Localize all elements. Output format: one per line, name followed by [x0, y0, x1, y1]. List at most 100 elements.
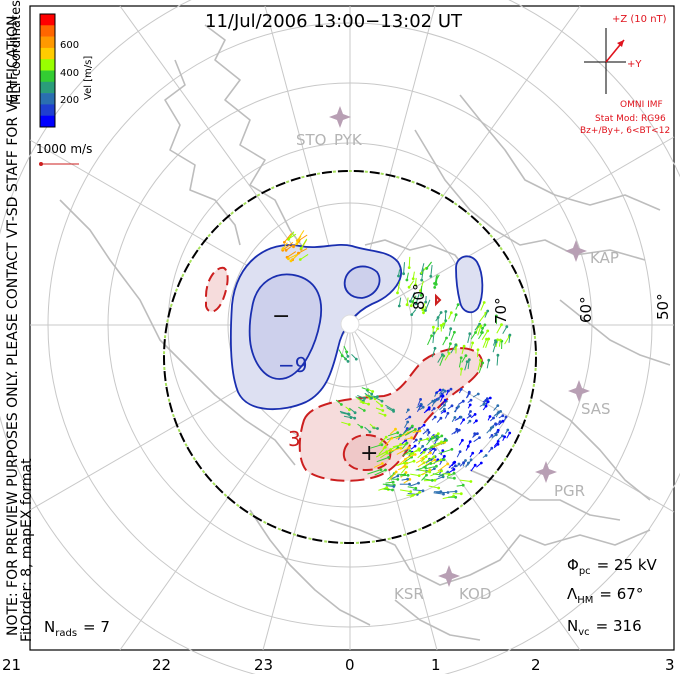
velocity-vector: [380, 452, 388, 459]
velocity-vector: [474, 323, 480, 331]
velocity-vector: [287, 231, 295, 240]
velocity-vector: [461, 355, 467, 363]
colorbar-swatch: [40, 115, 55, 128]
velocity-vector: [386, 407, 394, 412]
plot-frame: [29, 5, 675, 651]
velocity-vector: [395, 432, 409, 440]
velocity-vector: [412, 295, 417, 302]
velocity-vector: [432, 441, 445, 449]
velocity-vector: [496, 355, 499, 366]
velocity-vector: [430, 265, 433, 277]
plot-title: 11/Jul/2006 13:00−13:02 UT: [205, 11, 463, 32]
velocity-vector: [456, 484, 464, 487]
velocity-vector: [450, 344, 457, 354]
velocity-vector: [422, 462, 432, 468]
velocity-vector: [440, 399, 446, 406]
mlt-tick-21: 21: [2, 656, 21, 674]
velocity-vector: [401, 425, 413, 436]
positive-cell-small: [205, 266, 229, 313]
velocity-vector: [356, 397, 364, 404]
velocity-vector: [451, 430, 458, 435]
velocity-vector: [434, 389, 441, 394]
velocity-vector: [458, 389, 462, 394]
velocity-vector: [422, 478, 433, 481]
velocity-vector: [438, 471, 449, 478]
preview-watermark: NOTE: FOR PREVIEW PURPOSES ONLY. PLEASE …: [5, 11, 21, 636]
velocity-vector: [404, 437, 412, 441]
velocity-vector: [485, 338, 490, 348]
colorbar-swatch: [40, 47, 55, 60]
velocity-vector: [447, 388, 452, 393]
imf-source: OMNI IMF: [620, 100, 663, 110]
velocity-vector: [444, 353, 450, 361]
velocity-vector: [489, 417, 494, 422]
phi-pc-stat: Φpc = 25 kV: [567, 556, 658, 577]
velocity-vector: [364, 392, 372, 399]
velocity-vector: [467, 404, 471, 409]
velocity-vector: [427, 335, 433, 346]
colorbar-swatch: [40, 25, 55, 37]
velocity-vector: [430, 436, 439, 441]
velocity-vector: [467, 399, 472, 403]
imf-model: Stat Mod: RG96: [595, 114, 666, 124]
velocity-vector: [466, 393, 470, 398]
velocity-vector: [503, 416, 507, 421]
velocity-vector: [409, 292, 416, 302]
velocity-vector: [417, 399, 422, 406]
velocity-vector: [508, 334, 511, 343]
station-label-ksr: KSR: [394, 585, 424, 603]
velocity-vector: [431, 399, 436, 407]
velocity-vector: [433, 492, 444, 495]
imf-z-label: +Z (10 nT): [612, 14, 667, 25]
velocity-vector: [451, 417, 456, 423]
velocity-vector: [459, 479, 471, 482]
velocity-vector: [300, 238, 308, 249]
velocity-vector: [397, 281, 401, 294]
velocity-vector: [367, 388, 373, 392]
velocity-vector: [437, 395, 442, 399]
velocity-vector: [432, 332, 435, 344]
velocity-vector: [401, 478, 408, 481]
reference-vector-label: 1000 m/s: [36, 142, 92, 156]
velocity-vector: [482, 405, 487, 411]
velocity-vector: [376, 456, 389, 463]
velocity-vector: [465, 462, 469, 468]
velocity-vector: [469, 452, 474, 458]
velocity-vector: [410, 482, 419, 487]
velocity-vector: [406, 272, 409, 281]
velocity-vector: [340, 412, 350, 415]
velocity-vector: [450, 332, 455, 341]
velocity-vector: [498, 420, 504, 426]
mlt-tick-2: 2: [531, 656, 541, 674]
velocity-vector: [425, 407, 430, 412]
n-vc-stat: Nvc = 316: [567, 617, 642, 638]
velocity-vector: [290, 253, 299, 262]
velocity-colorbar: 600 400 200 Vel [m/s] MLT coordinates: [9, 0, 94, 128]
velocity-vector: [498, 415, 504, 419]
velocity-vector: [420, 456, 427, 463]
velocity-vector: [470, 332, 476, 340]
velocity-vector: [389, 428, 396, 435]
velocity-vector: [477, 360, 481, 371]
velocity-vector: [364, 426, 371, 433]
velocity-vector: [425, 296, 427, 303]
velocity-vector: [433, 435, 443, 442]
imf-vector-arrowhead: [617, 40, 624, 47]
velocity-vector: [378, 446, 386, 455]
latitude-label-50: 50°: [654, 293, 672, 320]
velocity-vector: [420, 285, 423, 296]
velocity-vector: [438, 389, 444, 395]
velocity-vector: [382, 483, 395, 486]
velocity-vector: [424, 446, 432, 451]
velocity-vector: [439, 355, 445, 366]
velocity-vector: [398, 269, 401, 277]
velocity-vector: [430, 433, 439, 438]
colorbar-swatch: [40, 36, 55, 49]
latitude-label-80: 80°: [410, 283, 428, 310]
velocity-vector: [406, 449, 420, 455]
station-marker-kap: [565, 240, 587, 262]
coordinates-label: MLT coordinates: [9, 0, 24, 105]
velocity-vector: [464, 361, 468, 371]
velocity-vector: [298, 234, 308, 241]
velocity-vector: [412, 271, 415, 279]
